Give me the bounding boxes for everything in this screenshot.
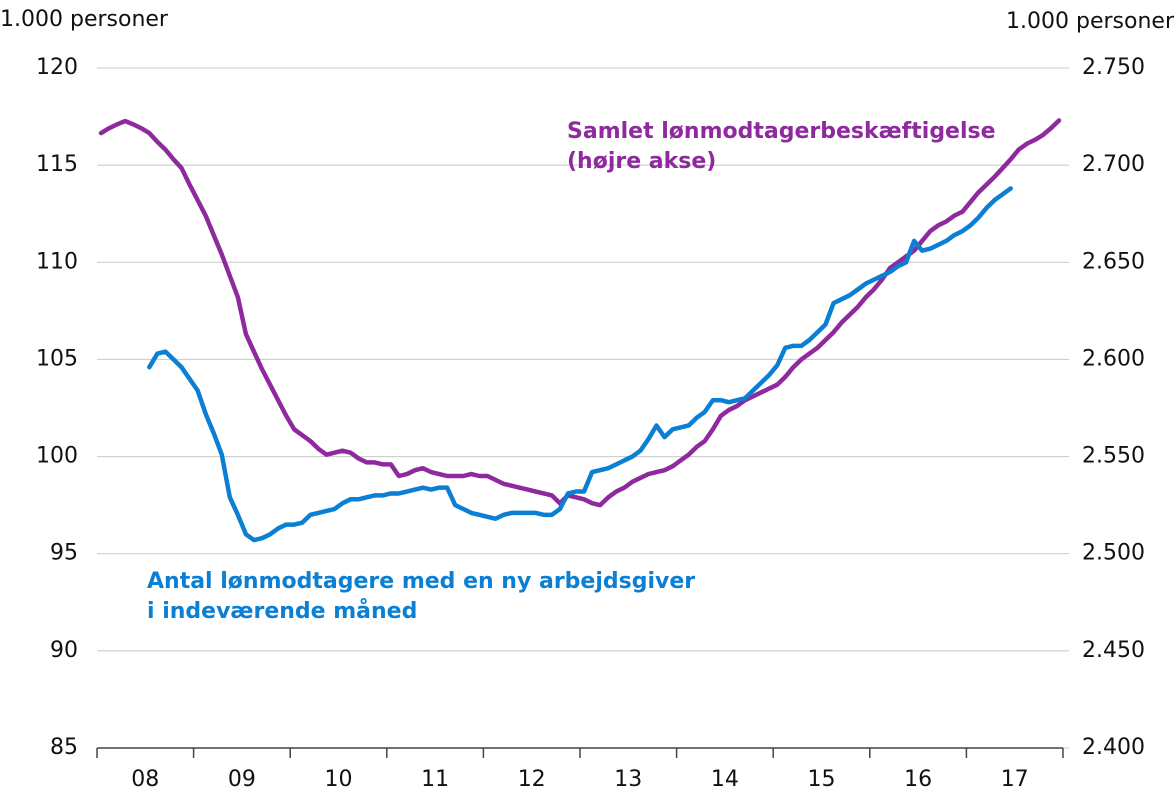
y-axis-label: 1.000 personer [0, 7, 169, 32]
y2-tick-label: 2.700 [1082, 152, 1145, 177]
y2-tick-label: 2.750 [1082, 55, 1145, 80]
y2-axis-label: 1.000 personer [1006, 9, 1175, 34]
y2-tick-label: 2.450 [1082, 638, 1145, 663]
y2-tick-label: 2.500 [1082, 541, 1145, 566]
y2-tick-label: 2.550 [1082, 444, 1145, 469]
x-tick-label: 08 [131, 767, 159, 792]
x-tick-label: 13 [614, 767, 642, 792]
series-label: Antal lønmodtagere med en ny arbejdsgive… [147, 569, 696, 624]
y-tick-label: 105 [36, 346, 78, 371]
x-tick-label: 16 [904, 767, 932, 792]
y-tick-label: 115 [36, 152, 78, 177]
y-tick-label: 95 [50, 541, 78, 566]
y2-tick-label: 2.600 [1082, 346, 1145, 371]
series-label: Samlet lønmodtagerbeskæftigelse (højre a… [567, 119, 996, 174]
x-tick-label: 10 [325, 767, 353, 792]
y-tick-label: 120 [36, 55, 78, 80]
x-tick-label: 11 [421, 767, 449, 792]
y2-tick-label: 2.400 [1082, 735, 1145, 760]
y2-tick-label: 2.650 [1082, 249, 1145, 274]
x-tick-label: 12 [518, 767, 546, 792]
y-tick-label: 110 [36, 249, 78, 274]
x-tick-label: 09 [228, 767, 256, 792]
x-tick-label: 15 [808, 767, 836, 792]
y-tick-label: 85 [50, 735, 78, 760]
x-tick-label: 14 [711, 767, 739, 792]
x-tick-label: 17 [1001, 767, 1029, 792]
series-line [147, 186, 1013, 543]
y-tick-label: 90 [50, 638, 78, 663]
y-tick-label: 100 [36, 444, 78, 469]
series-line [98, 118, 1062, 508]
